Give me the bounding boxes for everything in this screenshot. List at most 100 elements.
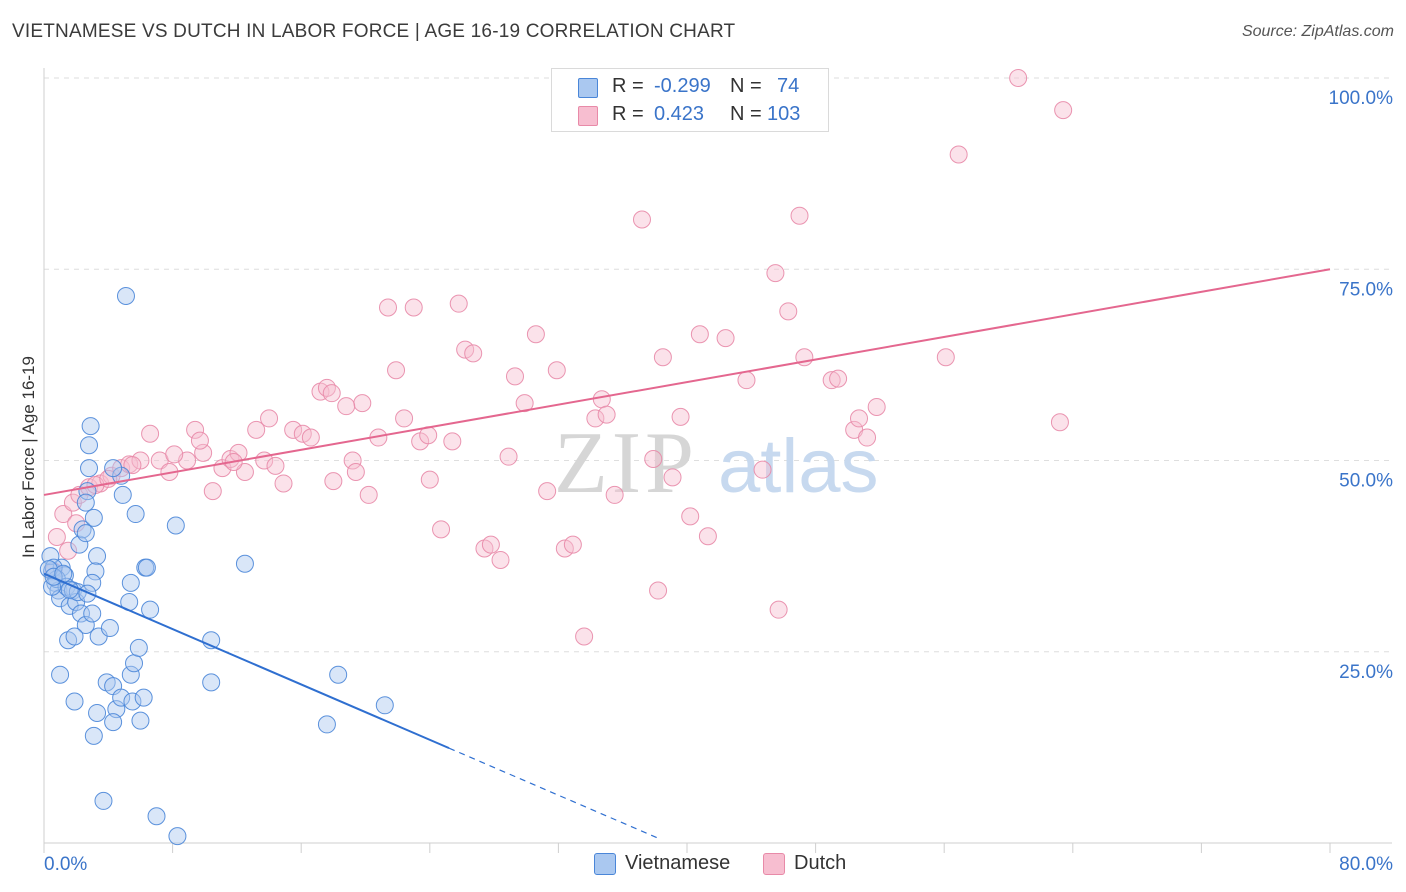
vietnamese-point-27 [83, 573, 102, 592]
legend-n-value-dutch: 103 [767, 103, 801, 125]
dutch-point-60 [586, 409, 605, 428]
vietnamese-point-5 [41, 547, 60, 566]
dutch-point-23 [260, 409, 279, 428]
dutch-point-78 [769, 600, 788, 619]
axes [43, 68, 1392, 853]
legend-row-vietnamese: R = -0.299 N = 74 [552, 72, 828, 100]
dutch-swatch [578, 106, 598, 126]
vietnamese-point-71 [60, 580, 79, 599]
dutch-point-86 [867, 397, 886, 416]
dutch-point-85 [858, 428, 877, 447]
dutch-point-74 [737, 371, 756, 390]
dutch-point-49 [481, 535, 500, 554]
vietnamese-point-61 [202, 673, 221, 692]
dutch-point-52 [505, 367, 524, 386]
vietnamese-point-48 [113, 485, 132, 504]
dutch-point-81 [822, 371, 841, 390]
vietnamese-point-21 [65, 627, 84, 646]
dutch-point-10 [141, 424, 160, 443]
vietnamese-point-37 [121, 665, 140, 684]
vietnamese-point-67 [147, 807, 166, 826]
dutch-point-77 [790, 206, 809, 225]
dutch-point-61 [592, 390, 611, 409]
vietnamese-point-45 [141, 600, 160, 619]
vietnamese-point-62 [235, 554, 254, 573]
dutch-point-63 [605, 485, 624, 504]
stats-legend: R = -0.299 N = 74 R = 0.423 N = 103 [551, 68, 829, 132]
dutch-point-91 [1050, 413, 1069, 432]
vietnamese-trend-line [43, 572, 450, 750]
dutch-point-89 [1009, 69, 1028, 87]
x-tick-label-max: 80.0% [1339, 854, 1393, 875]
dutch-point-40 [404, 298, 423, 317]
vietnamese-point-56 [80, 436, 99, 455]
dutch-point-79 [779, 302, 798, 321]
y-axis-label: In Labor Force | Age 16-19 [19, 356, 38, 558]
y-tick-label-2: 75.0% [1339, 279, 1393, 300]
dutch-point-43 [432, 520, 451, 539]
vietnamese-point-44 [137, 558, 156, 577]
vietnamese-point-35 [104, 713, 123, 732]
dutch-point-47 [464, 344, 483, 363]
dutch-point-97 [123, 456, 142, 475]
dutch-point-66 [649, 581, 668, 600]
vietnamese-point-51 [104, 459, 123, 478]
vietnamese-point-68 [168, 827, 187, 846]
dutch-point-99 [59, 541, 78, 560]
vietnamese-point-42 [129, 638, 148, 657]
trend-lines [43, 268, 1331, 839]
dutch-point-39 [395, 409, 414, 428]
dutch-point-2 [63, 493, 82, 512]
dutch-point-32 [343, 451, 362, 470]
y-tick-label-3: 100.0% [1329, 88, 1394, 109]
dutch-point-31 [324, 472, 343, 491]
dutch-point-103 [190, 431, 209, 450]
vietnamese-point-47 [121, 573, 140, 592]
dutch-point-94 [337, 397, 356, 416]
dutch-point-45 [449, 294, 468, 313]
dutch-point-35 [359, 485, 378, 504]
dutch-point-84 [850, 409, 869, 428]
dutch-point-37 [379, 298, 398, 317]
dutch-point-68 [663, 468, 682, 487]
vietnamese-point-28 [51, 665, 70, 684]
x-tick-label-min: 0.0% [44, 854, 87, 875]
y-tick-label-1: 50.0% [1339, 471, 1393, 492]
legend-row-dutch: R = 0.423 N = 103 [552, 100, 828, 128]
vietnamese-point-65 [375, 696, 394, 715]
vietnamese-legend-label: Vietnamese [625, 852, 731, 874]
dutch-point-87 [936, 348, 955, 367]
legend-r-value-vietnamese: -0.299 [654, 75, 711, 97]
tick-labels: 25.0% 50.0% 75.0% 100.0% 0.0% 80.0% [44, 88, 1393, 875]
dutch-point-24 [266, 456, 285, 475]
dutch-point-64 [632, 210, 651, 229]
chart-title: VIETNAMESE VS DUTCH IN LABOR FORCE | AGE… [12, 21, 736, 42]
dutch-point-70 [681, 507, 700, 526]
vietnamese-point-36 [84, 726, 103, 745]
vietnamese-point-22 [70, 535, 89, 554]
dutch-point-44 [443, 432, 462, 451]
dutch-point-14 [186, 420, 205, 439]
vietnamese-point-58 [116, 287, 135, 306]
dutch-point-20 [235, 462, 254, 481]
dutch-point-65 [644, 449, 663, 468]
dutch-point-73 [716, 329, 735, 348]
vietnamese-trend-extension [448, 747, 659, 839]
vietnamese-point-15 [44, 567, 63, 586]
vietnamese-point-26 [86, 562, 105, 581]
legend-r-label: R = [612, 103, 644, 125]
vietnamese-point-49 [126, 505, 145, 524]
vietnamese-point-59 [166, 516, 185, 535]
dutch-point-56 [547, 361, 566, 380]
legend-r-value-dutch: 0.423 [654, 103, 705, 125]
legend-r-label: R = [612, 75, 644, 97]
dutch-legend-label: Dutch [794, 852, 847, 874]
vietnamese-point-57 [81, 417, 100, 436]
dutch-point-0 [47, 528, 66, 546]
vietnamese-point-24 [76, 524, 95, 543]
legend-n-label: N = [730, 75, 762, 97]
dutch-point-88 [949, 145, 968, 164]
vietnamese-point-34 [112, 688, 131, 707]
dutch-point-33 [346, 462, 365, 481]
vietnamese-legend-swatch [594, 853, 616, 875]
